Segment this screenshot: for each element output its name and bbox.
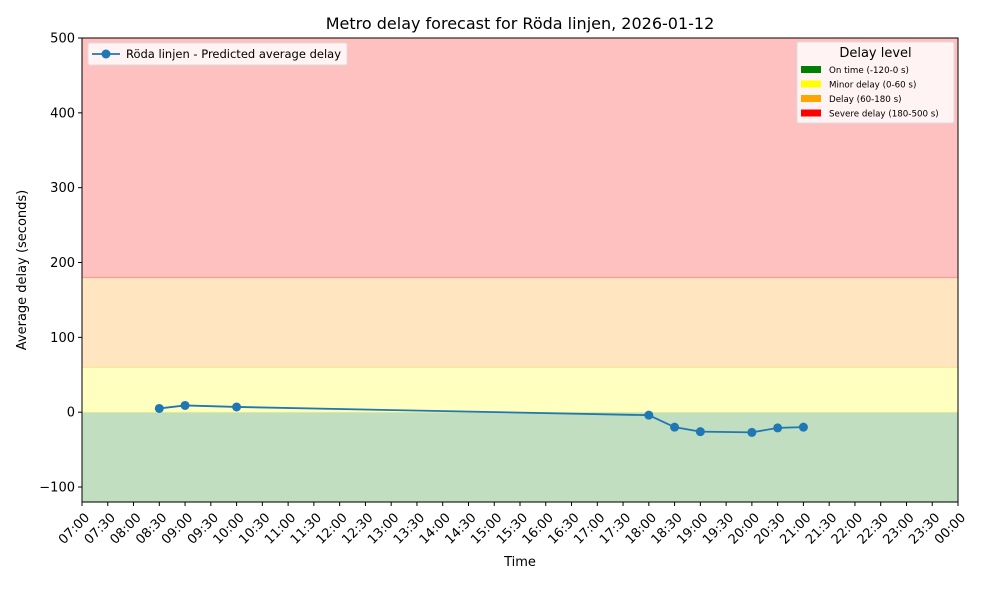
legend-swatch-icon: [801, 80, 821, 88]
band-minor-delay: [82, 367, 958, 413]
delay-level-legend-box: [796, 41, 955, 124]
data-point: [232, 402, 242, 412]
delay-level-legend-item: Minor delay (0-60 s): [829, 81, 916, 91]
y-axis-label: Average delay (seconds): [15, 190, 30, 350]
data-point: [695, 427, 705, 437]
delay-level-legend: Delay level On time (-120-0 s) Minor dela…: [796, 41, 955, 124]
data-point: [670, 422, 680, 432]
delay-level-legend-item: Severe delay (180-500 s): [829, 110, 939, 120]
data-point: [180, 400, 190, 410]
y-tick-label: 300: [50, 181, 75, 196]
chart-title: Metro delay forecast for Röda linjen, 20…: [326, 14, 715, 33]
band-on-time: [82, 412, 958, 502]
band-delay: [82, 277, 958, 368]
y-tick-label: 200: [50, 256, 75, 271]
delay-level-legend-item: On time (-120-0 s): [829, 66, 909, 76]
series-legend-label: Röda linjen - Predicted average delay: [126, 47, 341, 61]
y-tick-label: 500: [50, 32, 75, 47]
data-point: [798, 422, 808, 432]
legend-swatch-icon: [801, 95, 821, 102]
series-line: [154, 400, 808, 437]
legend-swatch-icon: [801, 66, 821, 73]
data-point: [154, 403, 164, 413]
data-point: [747, 427, 757, 437]
delay-level-legend-title: Delay level: [839, 46, 911, 61]
delay-level-legend-item: Delay (60-180 s): [829, 95, 902, 105]
series-legend-box: [87, 42, 348, 66]
y-tick-label: 400: [50, 106, 75, 121]
y-tick-label: 100: [50, 331, 75, 346]
delay-level-bands: [82, 38, 958, 503]
y-axis: −100 0 100 200 300 400 500: [39, 32, 82, 496]
data-point: [773, 423, 783, 433]
x-axis-label: Time: [503, 555, 536, 570]
series-legend-marker-icon: [101, 49, 111, 59]
series-legend: Röda linjen - Predicted average delay: [87, 42, 348, 66]
data-point: [644, 410, 654, 420]
legend-swatch-icon: [801, 109, 821, 117]
y-tick-label: 0: [67, 406, 75, 421]
y-tick-label: −100: [39, 481, 75, 496]
x-axis: 07:0007:3008:0008:3009:0009:3010:0010:30…: [56, 502, 969, 548]
